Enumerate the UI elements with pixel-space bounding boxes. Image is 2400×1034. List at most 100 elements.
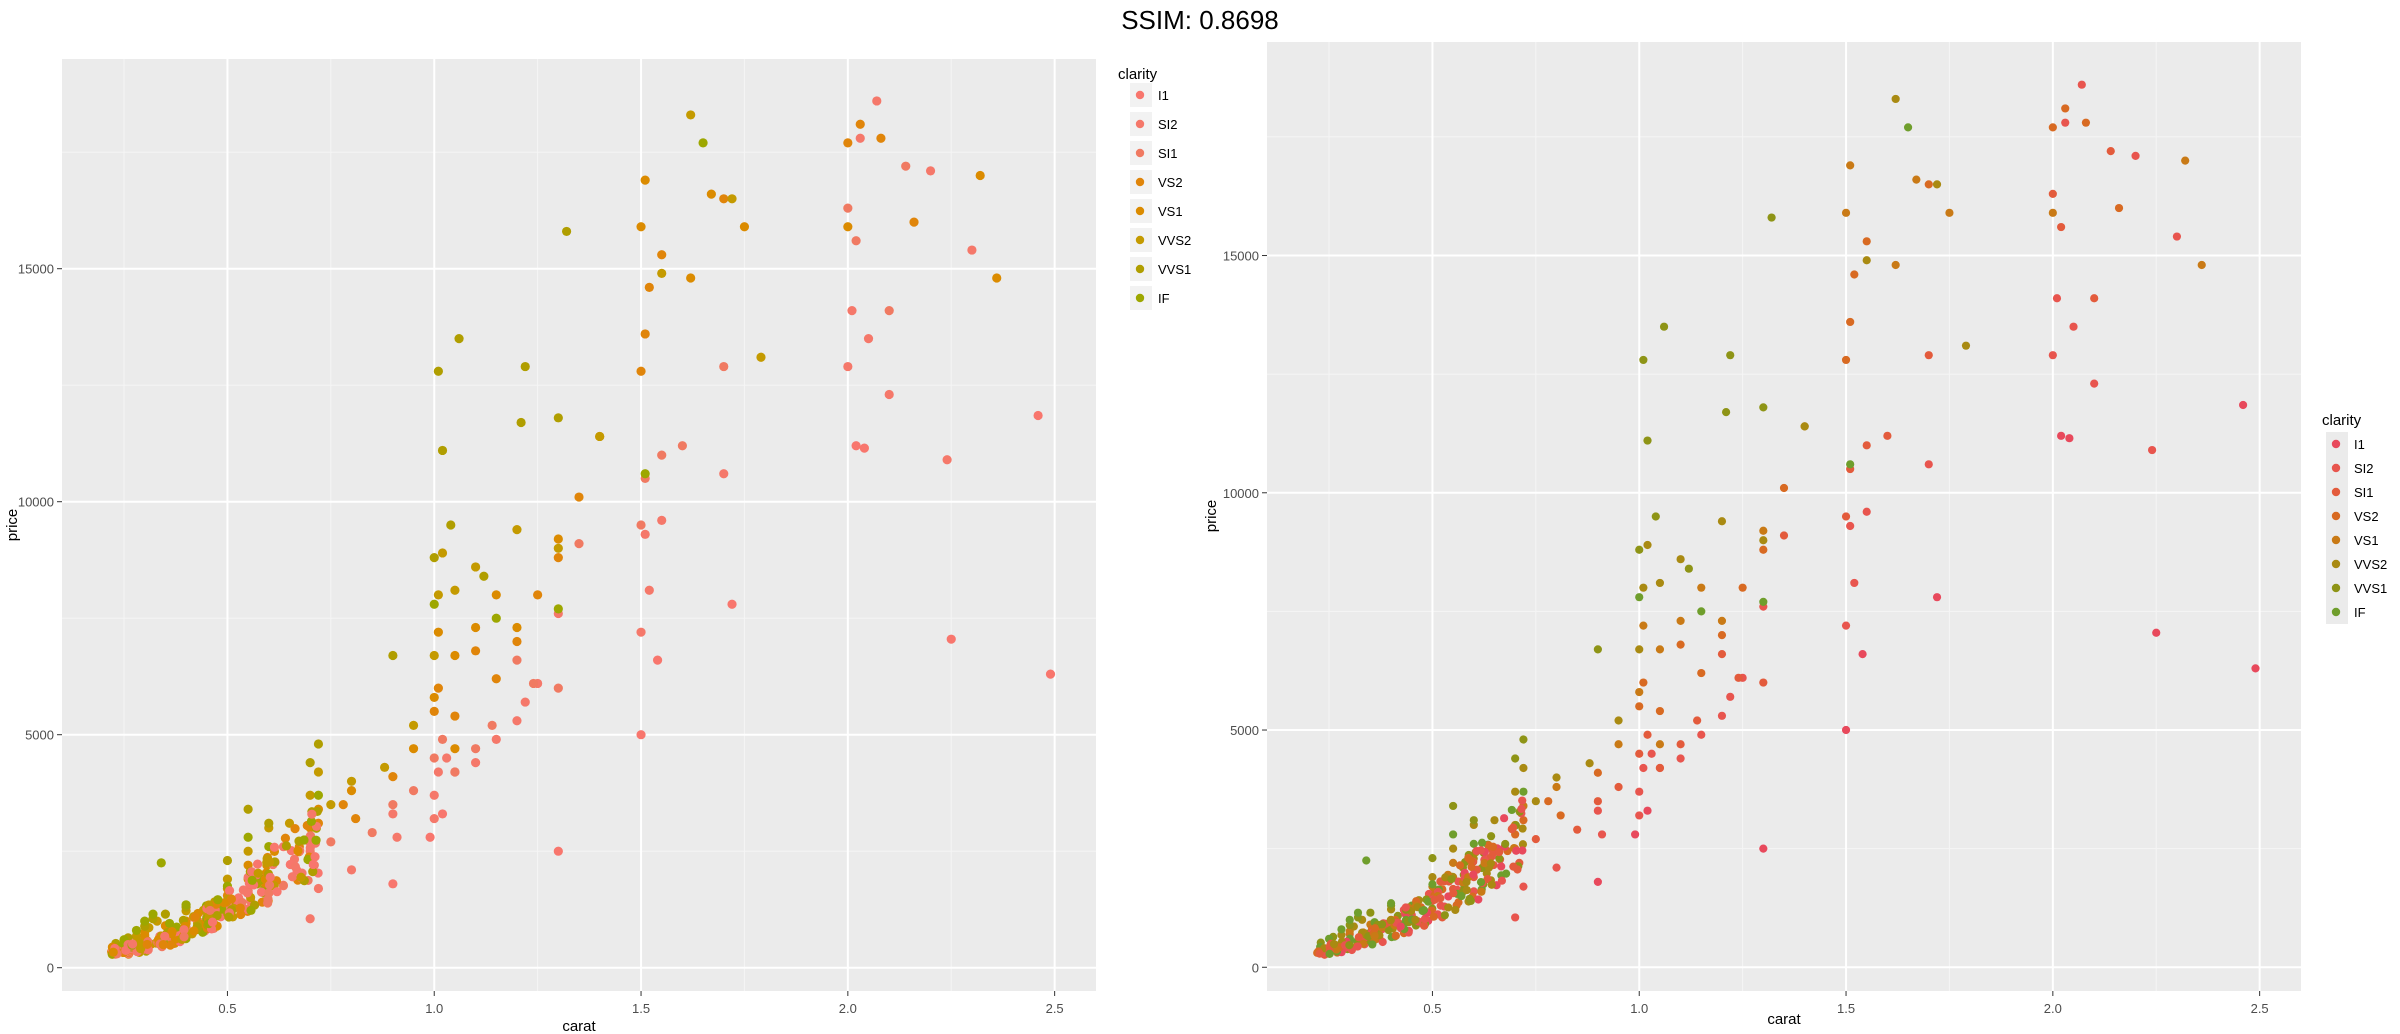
right-point-si2 — [1635, 811, 1644, 820]
right-point-si1 — [1841, 512, 1851, 521]
right-point-i1 — [1858, 650, 1867, 659]
left-point-si1 — [657, 450, 667, 460]
left-legend-label: I1 — [1158, 88, 1169, 103]
left-point-si2 — [843, 361, 853, 372]
right-point-vs2 — [1593, 768, 1602, 777]
right-point-i1 — [2152, 628, 2161, 637]
left-point-vs1 — [975, 170, 985, 181]
left-point-vvs2 — [756, 352, 766, 362]
right-point-vvs1 — [1428, 854, 1437, 863]
right-point-cluster — [1325, 949, 1334, 958]
right-point-cluster — [1487, 880, 1496, 889]
left-point-i1 — [727, 599, 737, 609]
left-point-cluster — [127, 939, 138, 949]
right-point-cluster — [1486, 859, 1496, 868]
right-point-si2 — [2077, 80, 2086, 89]
right-point-vs1 — [2181, 156, 2190, 165]
right-point-cluster — [1424, 897, 1433, 906]
left-point-cluster — [296, 872, 306, 882]
left-point-cluster — [253, 868, 263, 878]
left-point-vvs2 — [512, 525, 522, 535]
right-point-cluster — [1501, 839, 1510, 849]
left-point-cluster — [205, 905, 215, 916]
left-point-vs1 — [843, 222, 853, 232]
left-point-cluster — [246, 905, 256, 915]
right-point-vs2 — [1676, 640, 1685, 649]
left-point-vs2 — [644, 282, 654, 292]
right-point-si2 — [1676, 754, 1685, 763]
left-point-i1 — [652, 655, 663, 665]
right-point-vvs2 — [1655, 578, 1665, 588]
right-point-vs1 — [2048, 208, 2057, 217]
right-point-vs2 — [1556, 811, 1565, 820]
left-x-tick-label: 0.5 — [218, 1001, 236, 1016]
right-point-si1 — [1573, 825, 1582, 834]
right-point-if — [1449, 830, 1458, 839]
right-point-cluster — [1465, 894, 1474, 903]
right-point-si1 — [1862, 441, 1871, 450]
left-point-vs2 — [855, 119, 865, 129]
left-point-si1 — [574, 539, 584, 549]
right-y-tick-label: 0 — [1252, 960, 1259, 975]
right-legend-label: SI1 — [2354, 485, 2374, 500]
left-point-cluster — [179, 925, 189, 935]
left-point-cluster — [308, 867, 318, 877]
right-point-si1 — [1635, 749, 1644, 758]
left-point-cluster — [265, 872, 275, 882]
right-point-vvs1 — [1366, 908, 1375, 917]
left-plot-panel — [62, 59, 1096, 991]
left-legend-label: VVS2 — [1158, 233, 1191, 248]
left-point-si2 — [855, 133, 865, 143]
left-point-vs2 — [640, 329, 650, 339]
left-point-vs2 — [512, 636, 522, 647]
left-point-vvs1 — [516, 417, 526, 428]
left-point-vs1 — [450, 650, 460, 661]
right-point-vvs2 — [1531, 797, 1540, 806]
left-point-cluster — [252, 859, 263, 869]
right-point-vvs1 — [1593, 645, 1602, 654]
right-point-si1 — [1759, 678, 1768, 687]
right-legend-title: clarity — [2322, 412, 2362, 429]
left-point-vvs1 — [454, 334, 464, 344]
left-point-cluster — [236, 909, 246, 920]
left-point-si1 — [677, 441, 688, 451]
right-point-cluster — [1329, 939, 1339, 949]
right-point-vs1 — [1697, 583, 1706, 592]
right-point-vs1 — [1891, 260, 1900, 270]
right-point-vs2 — [1717, 631, 1727, 640]
right-point-si1 — [1883, 431, 1892, 440]
left-point-vs2 — [433, 683, 443, 693]
right-point-vs1 — [1614, 740, 1623, 749]
right-point-si1 — [1734, 673, 1743, 682]
right-point-si2 — [1726, 692, 1735, 701]
left-point-vs2 — [553, 553, 563, 563]
left-point-if — [164, 918, 175, 929]
left-point-si1 — [367, 827, 377, 838]
right-point-if — [1519, 787, 1528, 796]
right-point-si1 — [1693, 716, 1702, 725]
left-point-vvs1 — [553, 413, 563, 423]
left-point-vs1 — [640, 175, 650, 185]
left-point-vvs1 — [437, 445, 448, 456]
right-point-vvs2 — [1639, 583, 1648, 592]
right-point-vvs2 — [1519, 763, 1528, 773]
right-point-vs2 — [2081, 118, 2091, 127]
right-point-vvs1 — [1767, 213, 1776, 222]
left-point-cluster — [179, 932, 189, 942]
left-point-vvs2 — [305, 790, 315, 800]
left-point-vvs2 — [471, 562, 481, 572]
left-point-cluster — [281, 841, 292, 851]
left-point-if — [491, 613, 501, 623]
left-point-cluster — [212, 911, 222, 921]
right-point-cluster — [1467, 862, 1476, 872]
right-point-cluster — [1449, 889, 1458, 898]
right-point-i1 — [1841, 725, 1851, 735]
right-legend-label: VVS2 — [2354, 557, 2387, 572]
right-plot-panel — [1267, 42, 2301, 991]
right-x-axis-label: carat — [1767, 1011, 1801, 1028]
left-point-cluster — [213, 895, 223, 905]
right-x-tick-label: 1.0 — [1630, 1001, 1648, 1016]
right-point-cluster — [1354, 933, 1363, 942]
right-point-si2 — [2048, 351, 2057, 360]
